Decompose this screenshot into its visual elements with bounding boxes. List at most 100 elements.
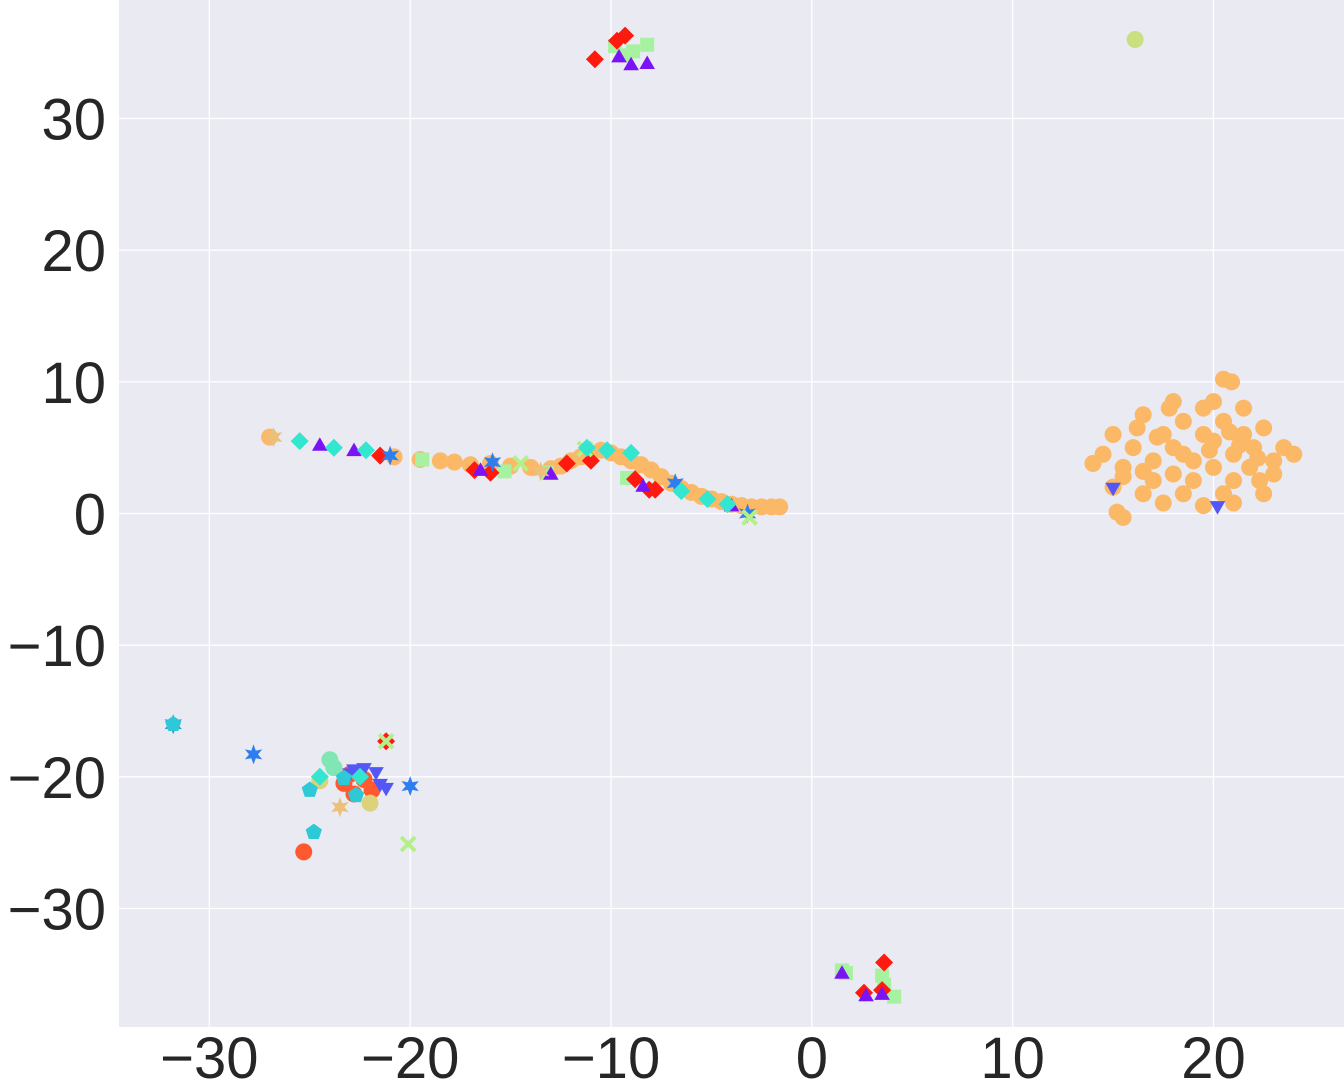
- data-point: [361, 794, 379, 812]
- data-point: [1144, 452, 1162, 470]
- data-point: [1194, 497, 1212, 515]
- data-point: [378, 782, 394, 797]
- data-point: [357, 441, 375, 460]
- data-point: [577, 438, 596, 457]
- data-point: [1265, 452, 1283, 470]
- data-point: [1154, 494, 1172, 512]
- data-point: [290, 432, 309, 451]
- data-point: [324, 438, 343, 457]
- data-point: [718, 495, 737, 514]
- data-point: [557, 454, 576, 473]
- data-point: [771, 498, 789, 516]
- data-point: [1265, 465, 1283, 483]
- data-point: [301, 781, 318, 797]
- data-point: [335, 769, 352, 785]
- data-point: [1221, 423, 1239, 441]
- data-point: [1148, 428, 1166, 446]
- data-point: [371, 446, 390, 465]
- data-point: [666, 473, 684, 494]
- data-point: [532, 461, 550, 482]
- data-point: [481, 463, 500, 482]
- data-point: [399, 835, 417, 853]
- data-point: [1174, 445, 1192, 463]
- data-point: [445, 453, 463, 471]
- data-point: [368, 767, 384, 781]
- data-point: [887, 989, 902, 1004]
- data-point: [1108, 503, 1126, 521]
- data-point: [401, 776, 419, 797]
- data-point: [1105, 482, 1121, 497]
- data-point: [1225, 494, 1243, 512]
- data-point: [312, 437, 328, 451]
- data-point: [875, 953, 894, 972]
- x-tick-label: −30: [160, 1026, 258, 1088]
- data-point: [325, 759, 343, 777]
- data-point: [1124, 439, 1142, 457]
- data-point: [1285, 445, 1303, 463]
- data-point: [305, 823, 322, 839]
- data-point: [265, 427, 283, 448]
- data-point: [1200, 441, 1218, 459]
- data-point: [698, 490, 717, 508]
- y-tick-label: 10: [41, 351, 106, 416]
- data-point: [1114, 468, 1132, 486]
- x-tick-label: 20: [1181, 1026, 1246, 1088]
- data-point: [472, 462, 489, 476]
- data-point: [346, 764, 362, 778]
- data-point: [1134, 406, 1152, 424]
- data-point: [1128, 419, 1146, 437]
- data-point: [1184, 472, 1202, 490]
- data-point: [1204, 393, 1222, 411]
- data-points: [164, 26, 1303, 1004]
- data-point: [639, 55, 655, 69]
- data-point: [1174, 485, 1192, 503]
- data-point: [415, 452, 430, 467]
- data-point: [165, 715, 182, 731]
- data-point: [1204, 458, 1222, 476]
- data-point: [1084, 454, 1102, 472]
- y-tick-label: 20: [41, 219, 106, 284]
- y-tick-label: 0: [74, 483, 106, 548]
- data-point: [295, 843, 313, 861]
- data-point: [608, 31, 626, 50]
- data-point: [622, 443, 641, 462]
- x-tick-label: −20: [361, 1026, 459, 1088]
- data-point: [351, 767, 369, 786]
- x-tick-label: −10: [562, 1026, 660, 1088]
- data-point: [874, 986, 890, 1000]
- data-point: [1225, 472, 1243, 490]
- data-point: [1255, 419, 1273, 437]
- data-point: [834, 965, 850, 979]
- data-point: [1134, 485, 1152, 503]
- data-point: [346, 442, 362, 457]
- data-point: [331, 797, 349, 818]
- x-tick-label: 10: [980, 1026, 1045, 1088]
- data-point: [310, 767, 329, 786]
- data-point: [640, 37, 655, 52]
- y-gridlines: [119, 117, 1344, 910]
- data-point: [581, 451, 600, 470]
- y-tick-labels: 30 20 10 0 −10 −20 −30: [8, 88, 106, 943]
- y-tick-label: −20: [8, 746, 106, 811]
- data-point: [1249, 449, 1267, 467]
- y-tick-label: −30: [8, 878, 106, 943]
- data-point: [646, 480, 665, 499]
- x-tick-labels: −30 −20 −10 0 10 20: [160, 1026, 1246, 1088]
- data-point: [1164, 465, 1182, 483]
- data-point: [244, 744, 263, 765]
- data-point: [377, 732, 395, 750]
- data-point: [635, 478, 651, 492]
- data-point: [347, 786, 365, 803]
- data-point: [1235, 399, 1253, 417]
- data-point: [381, 445, 399, 466]
- y-tick-label: −10: [8, 614, 106, 679]
- data-point: [741, 509, 758, 526]
- data-point: [543, 466, 559, 480]
- data-point: [1104, 426, 1122, 443]
- y-tick-label: 30: [41, 88, 106, 153]
- data-point: [431, 452, 449, 470]
- data-point: [1164, 393, 1182, 411]
- data-point: [598, 441, 616, 460]
- data-point: [512, 455, 530, 472]
- data-point: [626, 470, 645, 489]
